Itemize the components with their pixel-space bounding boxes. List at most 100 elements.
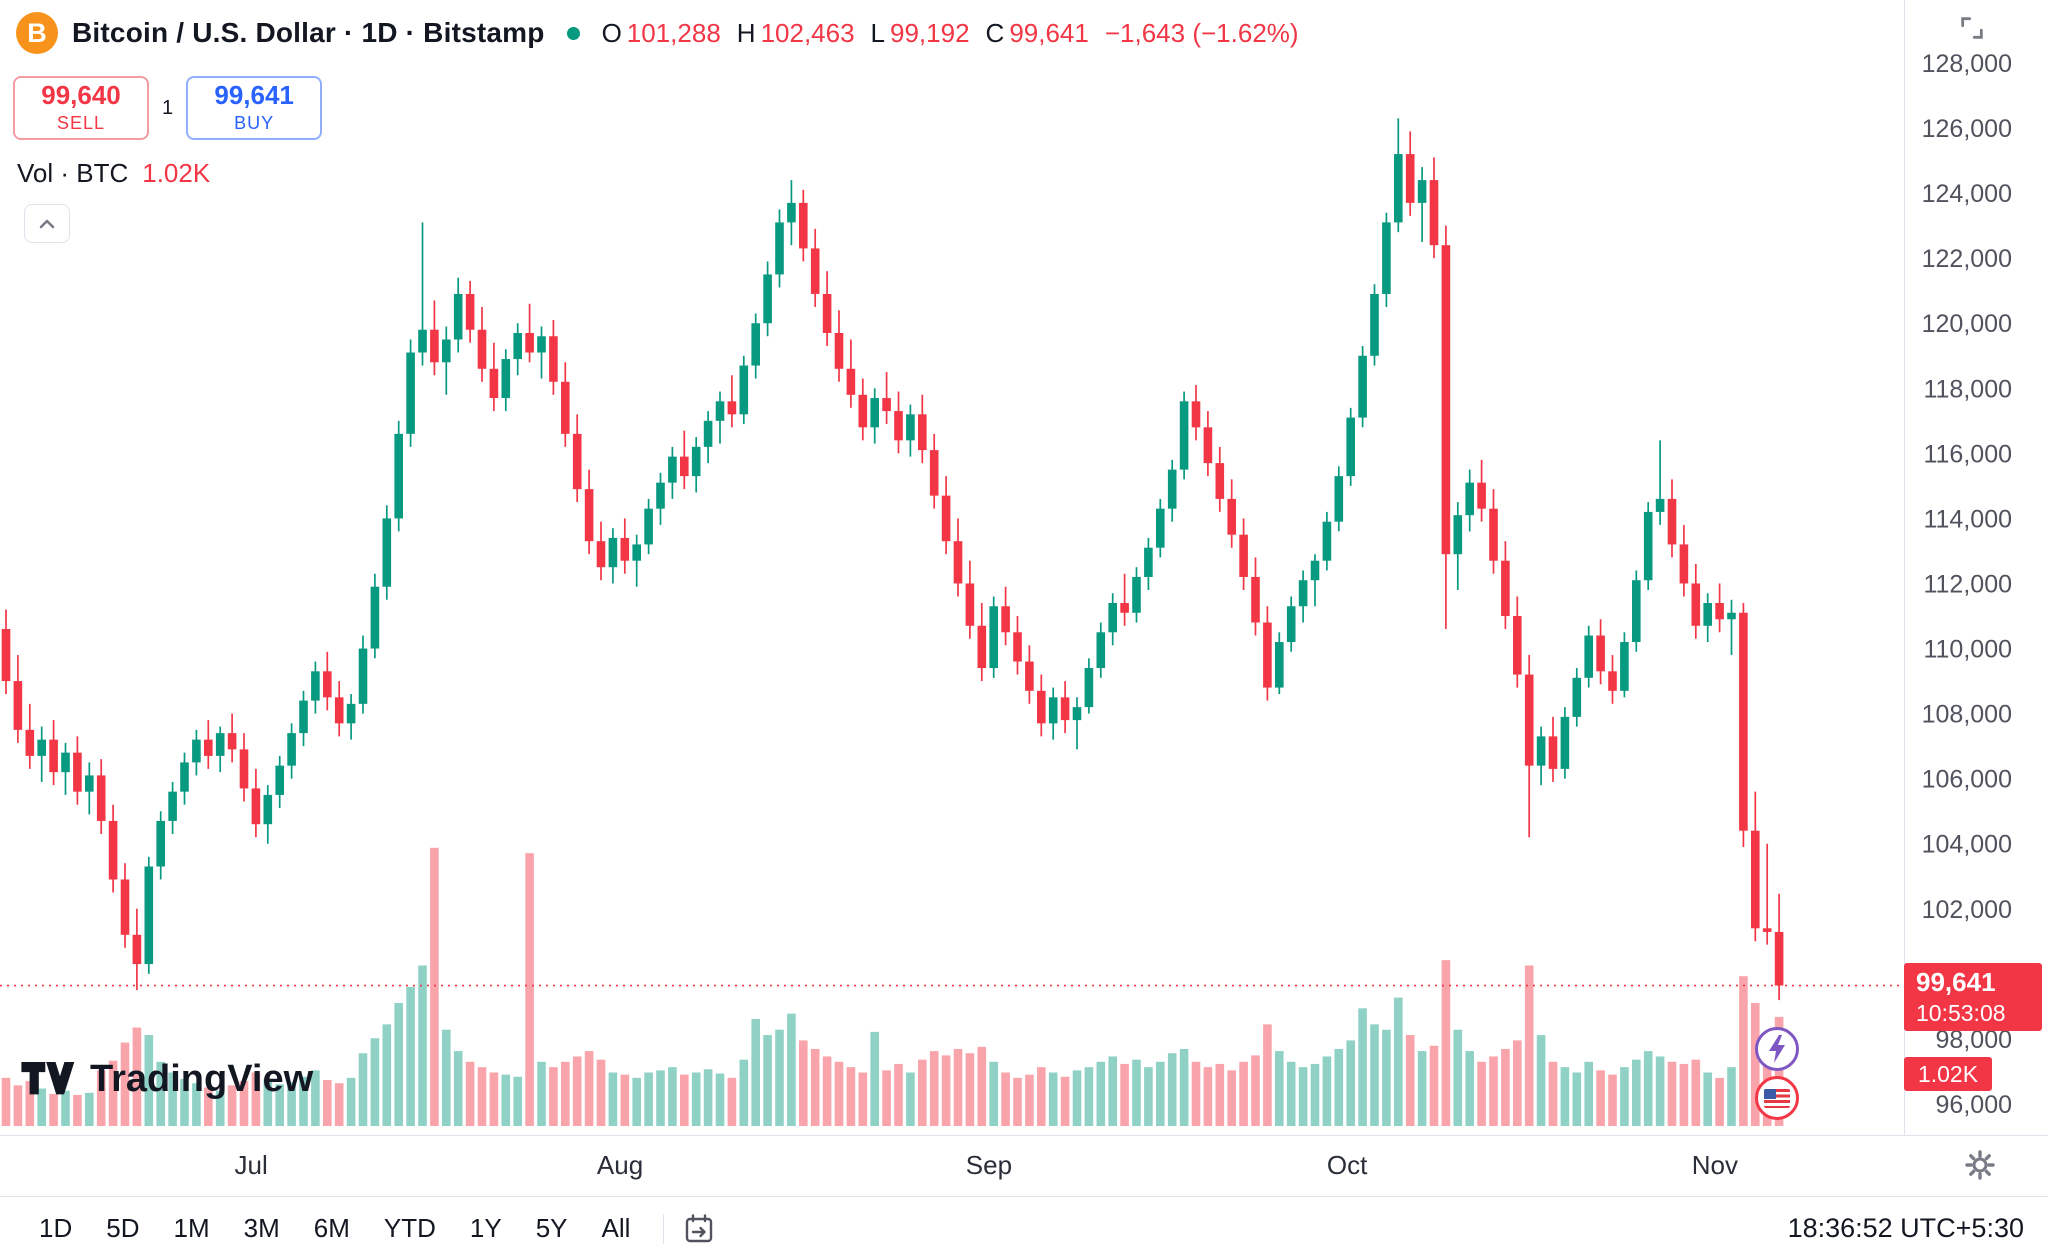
buy-button[interactable]: 99,641 BUY <box>186 76 323 140</box>
volume-bar <box>1227 1070 1236 1126</box>
us-flag-icon <box>1764 1088 1790 1108</box>
time-scale[interactable]: Jul Aug Sep Oct Nov <box>0 1135 2048 1197</box>
volume-bar <box>703 1069 713 1126</box>
symbol-title[interactable]: Bitcoin / U.S. Dollar · 1D · Bitstamp <box>72 17 545 48</box>
volume-bar <box>882 1070 891 1126</box>
candle-body <box>192 739 201 763</box>
volume-bar <box>1703 1072 1712 1126</box>
volume-bar <box>1298 1067 1308 1126</box>
time-axis-label-oct: Oct <box>1326 1150 1368 1180</box>
volume-bar <box>1465 1051 1474 1126</box>
candle-body <box>49 739 58 773</box>
volume-bar <box>1560 1067 1570 1126</box>
volume-bar <box>1 1077 11 1126</box>
volume-bar <box>1084 1067 1094 1126</box>
time-scale-settings-button[interactable] <box>1964 1149 1996 1186</box>
instant-trading-button[interactable] <box>1755 1027 1799 1071</box>
candle-body <box>1358 355 1367 418</box>
candle-body <box>751 323 760 366</box>
candle-body <box>1179 401 1189 470</box>
range-button-1m[interactable]: 1M <box>173 1213 210 1243</box>
price-tick-label: 108,000 <box>1922 701 2012 729</box>
candle-body <box>596 541 606 568</box>
screenshot-button[interactable] <box>1958 14 1986 47</box>
candle-body <box>775 222 784 275</box>
buy-label: BUY <box>234 112 275 133</box>
candle-body <box>453 293 463 340</box>
ohlc-row: O 101,288 H 102,463 L 99,192 C 99,641 −1,643… <box>602 18 1299 49</box>
candle-body <box>1453 515 1463 555</box>
range-button-5y[interactable]: 5Y <box>535 1213 568 1243</box>
price-tick-label: 128,000 <box>1922 50 2012 78</box>
candle-body <box>1739 612 1748 831</box>
candle-body <box>1251 576 1260 623</box>
last-volume-axis-label: 1.02K <box>1904 1057 1992 1091</box>
sell-button[interactable]: 99,640 SELL <box>13 76 149 140</box>
candle-body <box>810 248 820 294</box>
candle-body <box>549 336 558 382</box>
volume-bar <box>37 1088 46 1126</box>
range-button-1d[interactable]: 1D <box>39 1213 73 1243</box>
candle-body <box>299 700 308 734</box>
candle-body <box>1596 635 1605 672</box>
volume-bar <box>1179 1048 1189 1126</box>
session-clock[interactable]: 18:36:52 UTC+5:30 <box>1787 1213 2024 1243</box>
volume-bar <box>1596 1070 1605 1126</box>
candle-body <box>1001 606 1010 633</box>
candle-body <box>727 401 737 415</box>
price-tick-label: 110,000 <box>1923 636 2012 664</box>
volume-bar <box>192 1083 201 1126</box>
volume-bar <box>513 1076 522 1126</box>
economic-calendar-event-button[interactable] <box>1755 1076 1799 1120</box>
range-button-5d[interactable]: 5D <box>106 1213 140 1243</box>
bar-countdown: 10:53:08 <box>1916 1000 2006 1026</box>
candle-body <box>1584 635 1593 678</box>
volume-bar <box>1251 1055 1260 1126</box>
range-button-all[interactable]: All <box>601 1213 631 1243</box>
candle-body <box>846 368 856 395</box>
volume-bar <box>1417 1051 1427 1126</box>
volume-bar <box>596 1059 606 1126</box>
candle-body <box>561 381 570 434</box>
candle-body <box>1632 580 1641 643</box>
range-button-ytd[interactable]: YTD <box>383 1213 436 1243</box>
candle-body <box>73 752 82 792</box>
volume-bar <box>1013 1077 1022 1126</box>
price-tick-label: 102,000 <box>1922 896 2012 924</box>
range-button-6m[interactable]: 6M <box>313 1213 350 1243</box>
candle-body <box>1084 668 1094 708</box>
volume-bar <box>977 1046 987 1126</box>
candle-body <box>442 339 451 363</box>
go-to-date-button[interactable] <box>682 1212 716 1246</box>
volume-bar <box>1048 1072 1058 1126</box>
buy-price: 99,641 <box>214 80 294 111</box>
low-label: L <box>870 17 886 48</box>
candle-body <box>323 671 332 698</box>
candle-body <box>108 820 118 880</box>
volume-bar <box>1191 1061 1201 1126</box>
open-value: 101,288 <box>626 17 721 48</box>
candle-body <box>477 329 487 369</box>
volume-bar <box>941 1055 951 1126</box>
candle-body <box>1465 482 1474 516</box>
volume-bar <box>1691 1059 1701 1126</box>
volume-bar <box>1263 1024 1272 1126</box>
price-tick-label: 106,000 <box>1922 766 2012 794</box>
expand-icon <box>1961 17 1983 39</box>
range-button-1y[interactable]: 1Y <box>469 1213 502 1243</box>
candle-body <box>37 739 46 756</box>
range-button-3m[interactable]: 3M <box>243 1213 280 1243</box>
chart-pane[interactable]: 96,00098,000100,000102,000104,000106,000… <box>0 0 2048 1135</box>
volume-bar <box>1156 1061 1165 1126</box>
high-value: 102,463 <box>760 17 855 48</box>
candle-body <box>870 398 879 428</box>
candle-body <box>1334 476 1344 522</box>
collapse-panel-button[interactable] <box>24 204 70 243</box>
volume-bar <box>668 1067 677 1126</box>
candle-body <box>608 537 618 568</box>
price-tick-label: 104,000 <box>1922 831 2012 859</box>
candle-body <box>311 671 320 701</box>
price-tick-label: 116,000 <box>1923 440 2012 468</box>
time-axis-label-nov: Nov <box>1691 1150 1738 1180</box>
price-tick-label: 114,000 <box>1923 505 2012 533</box>
